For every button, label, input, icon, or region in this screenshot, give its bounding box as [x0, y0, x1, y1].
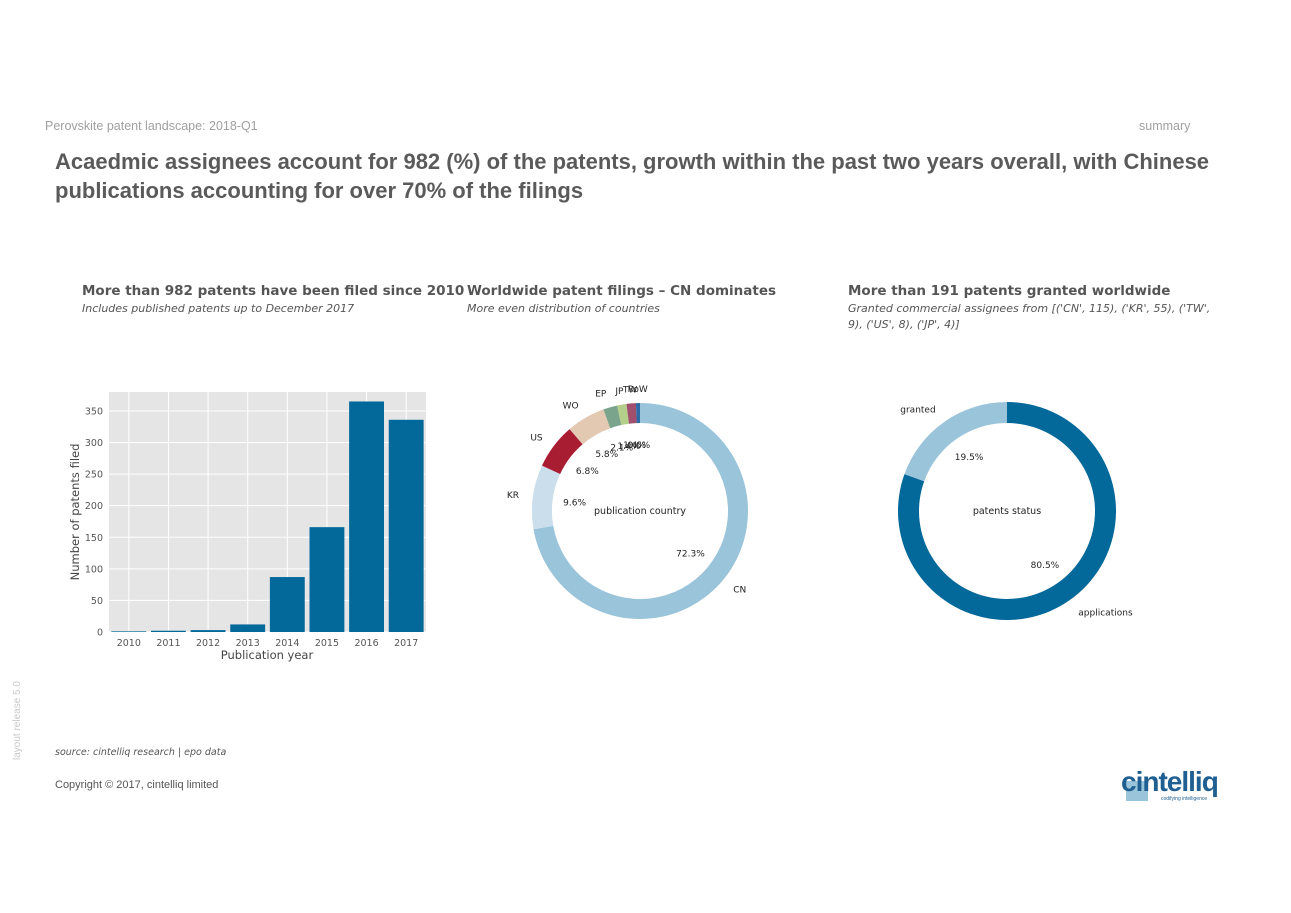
- country-panel-subtitle: More even distribution of countries: [467, 302, 660, 315]
- y-tick-label: 300: [85, 438, 103, 449]
- slice-pct-label: 72.3%: [676, 550, 705, 560]
- copyright: Copyright © 2017, cintelliq limited: [55, 779, 219, 791]
- slice-pct-label: 0.6%: [627, 441, 650, 451]
- section-label: summary: [1139, 119, 1191, 133]
- bar-2011: [151, 630, 186, 632]
- y-axis-label: Number of patents filed: [68, 444, 82, 581]
- slice-label: CN: [733, 586, 746, 596]
- bar-2013: [230, 624, 266, 632]
- x-tick-label: 2014: [275, 638, 299, 649]
- company-logo: cintelliq codifying intelligence: [1121, 766, 1225, 805]
- slice-pct-label: 6.8%: [576, 467, 599, 477]
- x-axis-label: Publication year: [221, 648, 314, 662]
- bar-2014: [269, 577, 305, 632]
- slice-jp: [617, 403, 629, 426]
- logo-tagline: codifying intelligence: [1161, 796, 1208, 802]
- slice-us: [541, 429, 583, 475]
- y-tick-label: 200: [85, 501, 103, 512]
- source-note: source: cintelliq research | epo data: [55, 747, 227, 758]
- slice-label: RoW: [628, 385, 648, 395]
- bar-2016: [349, 401, 384, 632]
- slice-label: EP: [595, 390, 607, 400]
- x-tick-label: 2011: [156, 638, 180, 649]
- slice-label: JP: [614, 387, 624, 397]
- slice-pct-label: 1.4%: [623, 441, 646, 451]
- x-tick-label: 2017: [394, 638, 418, 649]
- slice-label: applications: [1078, 608, 1133, 618]
- country-panel-title: Worldwide patent filings – CN dominates: [467, 283, 777, 299]
- slice-ep: [603, 405, 622, 429]
- donut-center-label: publication country: [594, 506, 686, 517]
- status-donut-chart: applications 80.5% granted 19.5% patents sta…: [898, 402, 1133, 620]
- slice-label: granted: [900, 406, 935, 416]
- y-tick-label: 250: [85, 470, 103, 481]
- slice-wo: [569, 409, 611, 445]
- bar-panel-subtitle: Includes published patents up to Decembe…: [82, 302, 355, 315]
- country-donut-chart: CN 72.3% KR 9.6% US 6.8% WO 5.8% EP 2.1% JP 1.4% TW 1…: [507, 385, 748, 619]
- bar-2015: [309, 527, 345, 632]
- y-axis: 0 50 100 150 200 250 300 350: [85, 406, 103, 638]
- x-tick-label: 2015: [315, 638, 339, 649]
- release-label: layout release 5.0: [12, 681, 23, 760]
- page-headline: Acaedmic assignees account for 982 (%) o…: [55, 149, 1210, 203]
- y-tick-label: 100: [85, 564, 103, 575]
- bars: [111, 401, 424, 632]
- x-tick-label: 2012: [196, 638, 220, 649]
- x-tick-label: 2013: [236, 638, 260, 649]
- slice-pct-label: 2.1%: [610, 444, 633, 454]
- report-title: Perovskite patent landscape: 2018-Q1: [45, 119, 258, 133]
- y-tick-label: 0: [97, 628, 103, 639]
- slice-pct-label: 5.8%: [595, 450, 618, 460]
- logo-text: cintelliq: [1121, 766, 1219, 797]
- slice-kr: [532, 465, 561, 530]
- y-tick-label: 50: [91, 596, 103, 607]
- status-panel-title: More than 191 patents granted worldwide: [848, 283, 1171, 299]
- logo-mark-icon: [1126, 775, 1165, 801]
- slice-label: KR: [507, 491, 519, 501]
- slice-label: WO: [563, 402, 579, 412]
- bar-2017: [388, 419, 424, 632]
- bar-panel-title: More than 982 patents have been filed si…: [82, 283, 465, 299]
- y-tick-label: 150: [85, 533, 103, 544]
- x-axis: 2010 2011 2012 2013 2014 2015 2016 2017: [117, 638, 419, 649]
- y-tick-label: 350: [85, 406, 103, 417]
- slice-pct-label: 9.6%: [563, 498, 586, 508]
- donut-center-label: patents status: [973, 506, 1041, 517]
- slice-pct-label: 1.4%: [617, 442, 640, 452]
- x-tick-label: 2010: [117, 638, 141, 649]
- slice-granted: [904, 402, 1007, 482]
- slice-row: [635, 403, 640, 424]
- status-panel-subtitle: Granted commercial assignees from [('CN'…: [848, 302, 1211, 331]
- slice-pct-label: 80.5%: [1031, 561, 1060, 571]
- bar-2012: [190, 630, 226, 632]
- slice-tw: [626, 403, 637, 424]
- slice-label: US: [530, 433, 543, 443]
- slice-pct-label: 19.5%: [955, 453, 984, 463]
- slice-label: TW: [622, 385, 637, 395]
- x-tick-label: 2016: [354, 638, 378, 649]
- bar-2010: [111, 631, 147, 632]
